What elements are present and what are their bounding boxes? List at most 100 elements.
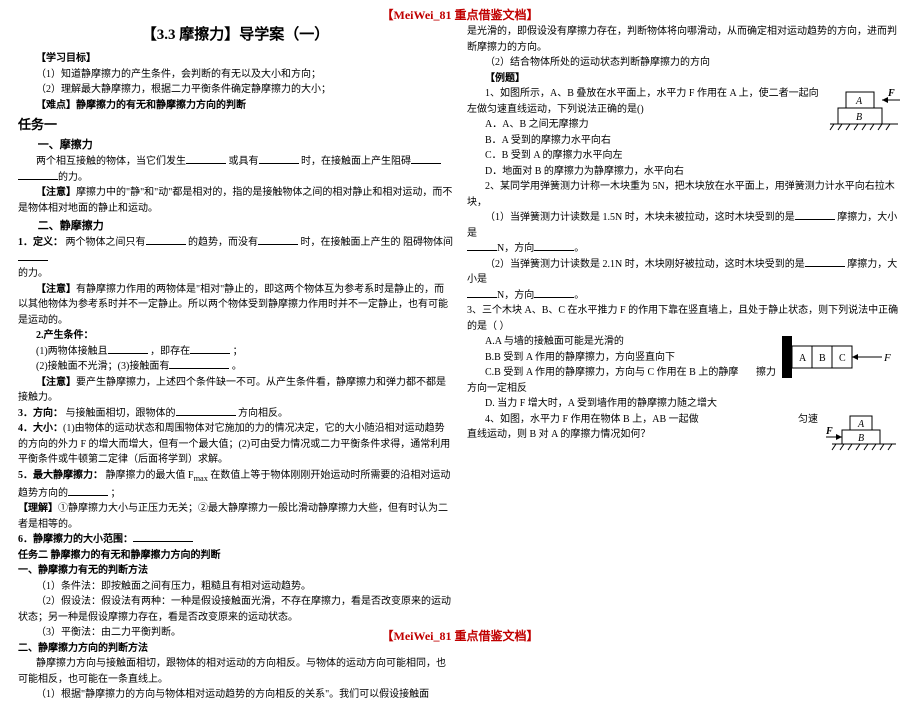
page-footer: 【MeiWei_81 重点借鉴文档】 (0, 627, 920, 644)
s2-6: 6．静摩擦力的大小范围： (18, 532, 453, 548)
note2-t: 有静摩擦力作用的两物体是"相对"静止的，即这两个物体互为参考系时是静止的，而以其… (18, 284, 448, 326)
task-1: 任务一 (18, 115, 453, 135)
svg-text:F: F (825, 426, 833, 437)
q3: 3、三个木块 A、B、C 在水平推力 F 的作用下靠在竖直墙上，且处于静止状态，… (467, 303, 902, 334)
right-column: 是光滑的，即假设没有摩擦力存在，判断物体将向哪滑动，从而确定相对运动趋势的方向，… (467, 24, 902, 626)
q4-a: 4、如图，水平力 F 作用在物体 B 上，AB 一起做 (467, 412, 699, 428)
q2-2-line2: N，方向。 (467, 288, 902, 304)
m1-1: （1）条件法：即按触面之间有压力，粗糙且有相对运动趋势。 (18, 579, 453, 595)
blank (190, 344, 230, 354)
blank (534, 288, 574, 298)
method-1: 一、静摩擦力有无的判断方法 (18, 563, 453, 579)
blank (68, 486, 108, 496)
note4-h: 【理解】 (18, 503, 58, 514)
m1-2: （2）假设法：假设法有两种：一种是假设接触面光滑，不存在摩擦力，看是否改变原来的… (18, 594, 453, 625)
svg-text:F: F (887, 88, 895, 99)
blank (18, 251, 48, 261)
blank (108, 344, 148, 354)
blank (186, 154, 226, 164)
svg-text:B: B (856, 112, 862, 123)
cond1: (1)两物体接触且 ，即存在 ； (18, 344, 453, 360)
note1: 【注意】摩擦力中的"静"和"动"都是相对的，指的是接触物体之间的相对静止和相对运… (18, 185, 453, 216)
s2-5a: 5．最大静摩擦力： (18, 470, 103, 481)
m2-p1: 静摩擦力方向与接触面相切，跟物体的相对运动的方向相反。与物体的运动方向可能相同，… (18, 656, 453, 687)
s2-3c: 方向相反。 (238, 408, 288, 419)
goal-2: （2）理解最大静摩擦力，根据二力平衡条件确定静摩擦力的大小； (18, 82, 453, 98)
goal-1: （1）知道静摩擦力的产生条件，会判断的有无以及大小和方向； (18, 67, 453, 83)
note3: 【注意】要产生静摩擦力，上述四个条件缺一不可。从产生条件看，静摩擦力和弹力都不都… (18, 375, 453, 406)
cond2: (2)接触面不光滑；(3)接触面有 。 (18, 359, 453, 375)
svg-text:A: A (855, 96, 863, 107)
blank (805, 257, 845, 267)
s1-p1: 两个相互接触的物体，当它们发生 或具有 时，在接触面上产生阻碍 (18, 154, 453, 170)
hard-heading: 【难点】静摩擦力的有无和静摩擦力方向的判断 (18, 98, 453, 114)
c2a: (2)接触面不光滑；(3)接触面有 (36, 361, 169, 372)
svg-text:B: B (819, 353, 826, 364)
s2-3b: 与接触面相切，跟物体的 (66, 408, 176, 419)
note3-t: 要产生静摩擦力，上述四个条件缺一不可。从产生条件看，静摩擦力和弹力都不都是接触力… (18, 377, 446, 404)
s2-1e: 的力。 (18, 266, 453, 282)
q3-C-row: C.B 受到 A 作用的静摩擦力，方向与 C 作用在 B 上的静摩 擦力 (467, 365, 776, 381)
s1-p1d: 的力。 (58, 172, 88, 183)
svg-text:B: B (858, 433, 864, 444)
note1-t: 摩擦力中的"静"和"动"都是相对的，指的是接触物体之间的相对静止和相对运动，而不… (18, 187, 452, 214)
q3-Cb: 方向一定相反 (467, 381, 902, 397)
q2-2a: （2）当弹簧测力计读数是 2.1N 时，木块刚好被拉动，这时木块受到的是 (485, 259, 805, 270)
s2-5b: 静摩擦力的最大值 F (106, 470, 194, 481)
note4: 【理解】①静摩擦力大小与正压力无关；②最大静摩擦力一般比滑动静摩擦力大些，但有时… (18, 501, 453, 532)
c1c: ； (233, 346, 243, 357)
blank (146, 235, 186, 245)
blank (534, 241, 574, 251)
note2-h: 【注意】 (36, 284, 76, 295)
q3-R: 擦力 (756, 365, 776, 381)
svg-text:A: A (857, 419, 865, 430)
q2-1: （1）当弹簧测力计读数是 1.5N 时，木块未被拉动，这时木块受到的是 摩擦力，… (467, 210, 902, 241)
s1-p1b: 或具有 (229, 156, 259, 167)
s2-1b: 两个物体之间只有 (66, 237, 146, 248)
q2-1c: N，方向 (497, 243, 534, 254)
r-top: 是光滑的，即假设没有摩擦力存在，判断物体将向哪滑动，从而确定相对运动趋势的方向，… (467, 24, 902, 55)
figure-q1: A B F (826, 88, 902, 134)
section-1: 一、摩擦力 (18, 137, 453, 154)
q1-C: C．B 受到 A 的摩擦力水平向左 (467, 148, 902, 164)
note1-h: 【注意】 (36, 187, 76, 198)
r-2: （2）结合物体所处的运动状态判断静摩擦力的方向 (467, 55, 902, 71)
q1-D: D．地面对 B 的摩擦力为静摩擦力，水平向右 (467, 164, 902, 180)
s1-p1d-line: 的力。 (18, 170, 453, 186)
q4-r: 匀速 (798, 412, 818, 428)
s2-4b: (1)由物体的运动状态和周围物体对它施加的力的情况决定，它的大小随沿相对运动趋势… (18, 423, 450, 465)
figure-q4: A B F (824, 414, 902, 458)
note2: 【注意】有静摩擦力作用的两物体是"相对"静止的，即这两个物体互为参考系时是静止的… (18, 282, 453, 329)
q4-diagram-icon: A B F (824, 414, 902, 458)
blank (411, 154, 441, 164)
c1b: ，即存在 (150, 346, 190, 357)
blank (169, 359, 229, 369)
section-2: 二、静摩擦力 (18, 218, 453, 235)
note4-t: ①静摩擦力大小与正压力无关；②最大静摩擦力一般比滑动静摩擦力大些，但有时认为二者… (18, 503, 448, 530)
task-2: 任务二 静摩擦力的有无和静摩擦力方向的判断 (18, 548, 453, 564)
q3-C: C.B 受到 A 作用的静摩擦力，方向与 C 作用在 B 上的静摩 (467, 365, 738, 381)
s2-2: 2.产生条件： (18, 328, 453, 344)
s2-6a: 6．静摩擦力的大小范围： (18, 534, 133, 545)
c1a: (1)两物体接触且 (36, 346, 108, 357)
q2-2: （2）当弹簧测力计读数是 2.1N 时，木块刚好被拉动，这时木块受到的是 摩擦力… (467, 257, 902, 288)
svg-text:A: A (799, 353, 807, 364)
blank (18, 170, 58, 180)
s2-4: 4．大小：(1)由物体的运动状态和周围物体对它施加的力的情况决定，它的大小随沿相… (18, 421, 453, 468)
q2: 2、某同学用弹簧测力计称一木块重为 5N，把木块放在水平面上，用弹簧测力计水平向… (467, 179, 902, 210)
s2-5: 5．最大静摩擦力： 静摩擦力的最大值 Fmax 在数值上等于物体刚刚开始运动时所… (18, 468, 453, 501)
page-header: 【MeiWei_81 重点借鉴文档】 (0, 6, 920, 23)
s2-3: 3．方向： 与接触面相切，跟物体的 方向相反。 (18, 406, 453, 422)
note3-h: 【注意】 (36, 377, 76, 388)
example-heading: 【例题】 (467, 71, 902, 87)
goals-heading: 【学习目标】 (18, 51, 453, 67)
q3-D: D. 当力 F 增大时，A 受到墙作用的静摩擦力随之增大 (467, 396, 902, 412)
s2-1c: 的趋势，而没有 (188, 237, 258, 248)
s2-5d: ； (111, 488, 121, 499)
s2-5sub: max (194, 474, 208, 483)
blank (467, 288, 497, 298)
page-body: 【3.3 摩擦力】导学案（一） 【学习目标】 （1）知道静摩擦力的产生条件，会判… (0, 0, 920, 650)
figure-q3: A B C F (782, 336, 902, 378)
blank (467, 241, 497, 251)
q3-diagram-icon: A B C F (782, 336, 902, 378)
